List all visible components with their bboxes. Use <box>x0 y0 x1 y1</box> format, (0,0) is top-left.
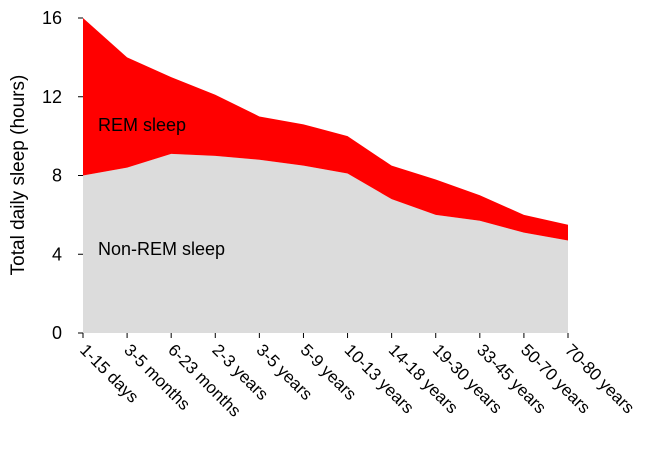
y-tick-label: 12 <box>42 87 62 107</box>
nonrem-sleep-annotation: Non-REM sleep <box>98 239 225 259</box>
nonrem-sleep-area <box>83 153 568 333</box>
y-tick-label: 0 <box>52 323 62 343</box>
y-axis-label: Total daily sleep (hours) <box>8 75 29 276</box>
rem-sleep-area <box>83 18 568 241</box>
y-tick-label: 8 <box>52 166 62 186</box>
y-tick-label: 16 <box>42 8 62 28</box>
y-tick-label: 4 <box>52 244 62 264</box>
rem-sleep-annotation: REM sleep <box>98 115 186 135</box>
